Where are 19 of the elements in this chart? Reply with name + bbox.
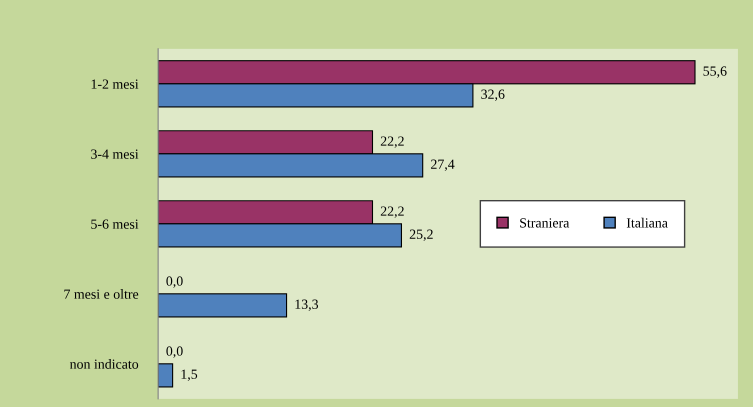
data-label: 0,0 xyxy=(166,276,183,288)
bar xyxy=(158,363,174,388)
y-tick-label: non indicato xyxy=(70,359,138,369)
data-label: 1,5 xyxy=(182,370,198,381)
data-label: 0,0 xyxy=(166,346,183,358)
data-label: 27,4 xyxy=(431,160,455,171)
legend-label: Italiana xyxy=(626,218,668,228)
legend-label: Straniera xyxy=(520,218,570,228)
y-tick-label: 1-2 mesi xyxy=(92,79,138,89)
y-tick-label: 5-6 mesi xyxy=(91,219,138,229)
data-label: 55,6 xyxy=(704,66,727,78)
y-tick-label: 3-4 mesi xyxy=(91,149,138,159)
data-label: 25,2 xyxy=(410,230,433,241)
data-label: 22,2 xyxy=(380,136,404,148)
data-label: 32,6 xyxy=(481,90,505,101)
y-tick-label: 7 mesi e oltre xyxy=(64,289,138,299)
data-label: 22,2 xyxy=(380,206,404,218)
data-label: 13,3 xyxy=(296,300,318,311)
bar xyxy=(158,293,288,318)
